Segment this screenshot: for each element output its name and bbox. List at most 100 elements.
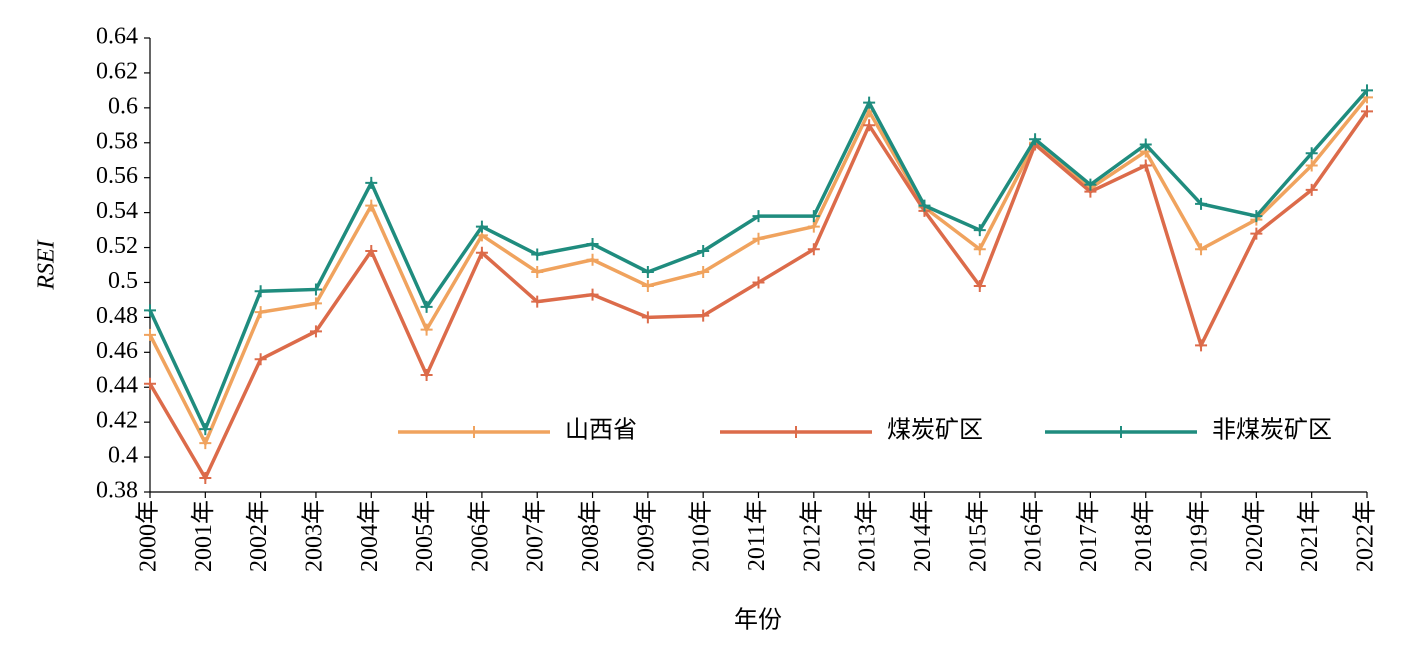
point-marker [309, 325, 322, 338]
point-marker [1195, 197, 1208, 210]
point-marker [973, 279, 986, 292]
point-marker [586, 288, 599, 301]
x-tick-label: 2011年 [743, 500, 770, 571]
y-tick-label: 0.62 [96, 58, 138, 84]
point-marker [475, 246, 488, 259]
x-tick-label: 2007年 [522, 500, 549, 572]
point-marker [918, 199, 931, 212]
point-marker [807, 210, 820, 223]
point-marker [531, 295, 544, 308]
point-marker [1084, 178, 1097, 191]
y-tick-label: 0.58 [96, 128, 138, 154]
x-tick-label: 2021年 [1296, 500, 1323, 572]
legend-label: 山西省 [565, 417, 637, 444]
point-marker [1139, 159, 1152, 172]
point-marker [697, 245, 710, 258]
point-marker [144, 304, 156, 317]
legend-label: 煤炭矿区 [887, 417, 983, 444]
point-marker [1250, 227, 1263, 240]
point-marker [531, 248, 544, 261]
x-tick-label: 2006年 [466, 500, 493, 572]
series-line [148, 96, 1369, 448]
point-marker [254, 285, 267, 298]
y-tick-label: 0.44 [96, 373, 138, 399]
point-marker [807, 243, 820, 256]
point-marker [752, 276, 765, 289]
point-marker [1029, 133, 1042, 146]
point-marker [199, 472, 212, 485]
x-tick-label: 2020年 [1241, 500, 1268, 572]
point-marker [807, 220, 820, 233]
point-marker [863, 96, 876, 109]
point-marker [697, 309, 710, 322]
legend-marker [790, 426, 802, 438]
point-marker [420, 300, 433, 313]
y-tick-label: 0.54 [96, 198, 138, 224]
point-marker [1305, 183, 1318, 196]
x-axis-title: 年份 [734, 607, 782, 634]
x-tick-label: 2015年 [964, 500, 991, 572]
legend-marker [468, 426, 480, 438]
point-marker [1305, 147, 1318, 160]
x-tick-label: 2003年 [300, 500, 327, 572]
point-marker [309, 297, 322, 310]
point-marker [1361, 105, 1373, 118]
x-tick-label: 2008年 [577, 500, 604, 572]
point-marker [586, 238, 599, 251]
y-tick-label: 0.42 [96, 408, 138, 434]
point-marker [1195, 339, 1208, 352]
y-tick-label: 0.64 [96, 24, 138, 50]
y-axis-title: RSEI [34, 239, 60, 290]
point-marker [1361, 84, 1373, 97]
point-marker [752, 210, 765, 223]
x-tick-label: 2019年 [1186, 500, 1213, 572]
x-tick-label: 2004年 [356, 500, 383, 572]
x-tick-label: 2012年 [798, 500, 825, 572]
point-marker [697, 265, 710, 278]
y-tick-label: 0.38 [96, 478, 138, 504]
y-tick-label: 0.56 [96, 163, 138, 189]
series-line [148, 110, 1369, 482]
point-marker [641, 279, 654, 292]
legend-marker [1115, 426, 1127, 438]
point-marker [475, 220, 488, 233]
point-marker [863, 119, 876, 132]
point-marker [420, 323, 433, 336]
point-marker [752, 232, 765, 245]
y-tick-label: 0.5 [108, 268, 138, 294]
point-marker [199, 437, 212, 450]
y-tick-label: 0.46 [96, 338, 138, 364]
point-marker [1139, 138, 1152, 151]
x-tick-label: 2013年 [854, 500, 881, 572]
x-tick-label: 2010年 [688, 500, 715, 572]
point-marker [254, 306, 267, 319]
x-tick-label: 2002年 [245, 500, 272, 572]
point-marker [309, 283, 322, 296]
point-marker [254, 353, 267, 366]
point-marker [144, 377, 156, 390]
x-tick-label: 2017年 [1075, 500, 1102, 572]
point-marker [1195, 243, 1208, 256]
x-tick-label: 2001年 [190, 500, 217, 572]
y-tick-label: 0.48 [96, 303, 138, 329]
point-marker [586, 253, 599, 266]
x-tick-label: 2014年 [909, 500, 936, 572]
point-marker [420, 369, 433, 382]
point-marker [199, 423, 212, 436]
x-tick-label: 2018年 [1130, 500, 1157, 572]
point-marker [973, 224, 986, 237]
point-marker [144, 328, 156, 341]
x-tick-label: 2005年 [411, 500, 438, 572]
x-tick-label: 2009年 [632, 500, 659, 572]
y-tick-label: 0.52 [96, 233, 138, 259]
y-tick-label: 0.4 [108, 443, 138, 469]
point-marker [641, 311, 654, 324]
x-tick-label: 2022年 [1352, 500, 1379, 572]
y-tick-label: 0.6 [108, 93, 138, 119]
x-tick-label: 2016年 [1020, 500, 1047, 572]
point-marker [365, 199, 378, 212]
series-line [148, 89, 1369, 434]
point-marker [365, 176, 378, 189]
point-marker [365, 245, 378, 258]
